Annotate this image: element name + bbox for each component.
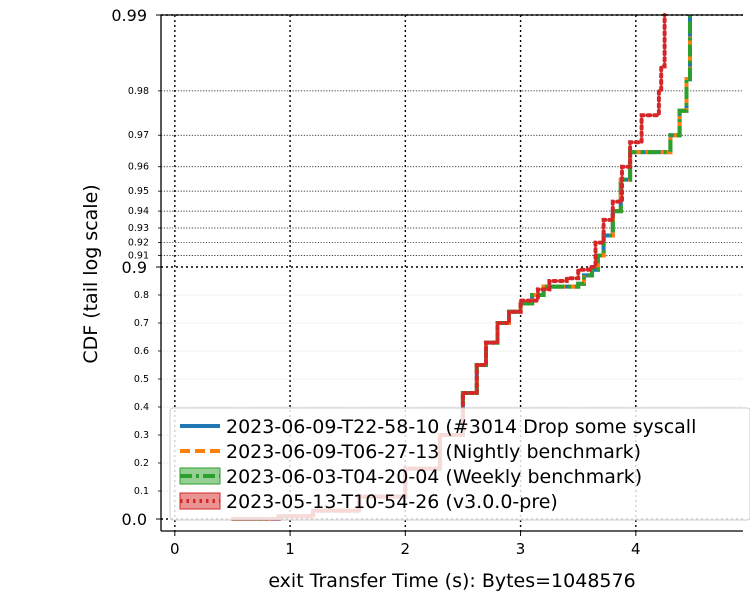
y-minor-tick-label: 0.94 [128,206,149,217]
x-tick-label: 1 [285,540,295,558]
legend-label: 2023-06-09-T06-27-13 (Nightly benchmark) [226,441,641,463]
y-minor-tick-label: 0.92 [128,238,149,249]
legend-label: 2023-05-13-T10-54-26 (v3.0.0-pre) [226,491,558,513]
y-minor-tick-label: 0.7 [134,318,149,329]
legend-box [169,407,750,521]
x-tick-label: 0 [170,540,180,558]
legend-label: 2023-06-03-T04-20-04 (Weekly benchmark) [226,466,642,488]
y-major-tick-label: 0.9 [122,258,147,277]
y-minor-tick-label: 0.91 [128,250,149,261]
y-minor-tick-label: 0.98 [128,86,149,97]
x-tick-label: 2 [401,540,411,558]
y-minor-tick-label: 0.8 [134,290,149,301]
tick-labels: 0.10.20.30.40.50.60.70.80.910.920.930.94… [111,6,640,558]
legend-label: 2023-06-09-T22-58-10 (#3014 Drop some sy… [226,416,696,438]
y-minor-tick-label: 0.6 [134,346,149,357]
y-minor-tick-label: 0.93 [128,223,149,234]
y-minor-tick-label: 0.95 [128,186,149,197]
y-axis-label: CDF (tail log scale) [80,184,102,363]
x-tick-label: 4 [631,540,641,558]
y-minor-tick-label: 0.2 [134,458,149,469]
y-minor-tick-label: 0.4 [134,402,149,413]
y-major-tick-label: 0.0 [122,510,147,529]
axes [156,14,743,536]
y-major-tick-label: 0.99 [111,6,147,25]
y-minor-tick-label: 0.3 [134,430,149,441]
y-minor-tick-label: 0.96 [128,162,149,173]
y-minor-tick-label: 0.1 [134,486,149,497]
legend: 2023-06-09-T22-58-10 (#3014 Drop some sy… [169,407,750,521]
x-tick-label: 3 [516,540,526,558]
y-minor-tick-label: 0.97 [128,130,149,141]
y-minor-tick-label: 0.5 [134,374,149,385]
x-axis-label: exit Transfer Time (s): Bytes=1048576 [268,570,635,592]
